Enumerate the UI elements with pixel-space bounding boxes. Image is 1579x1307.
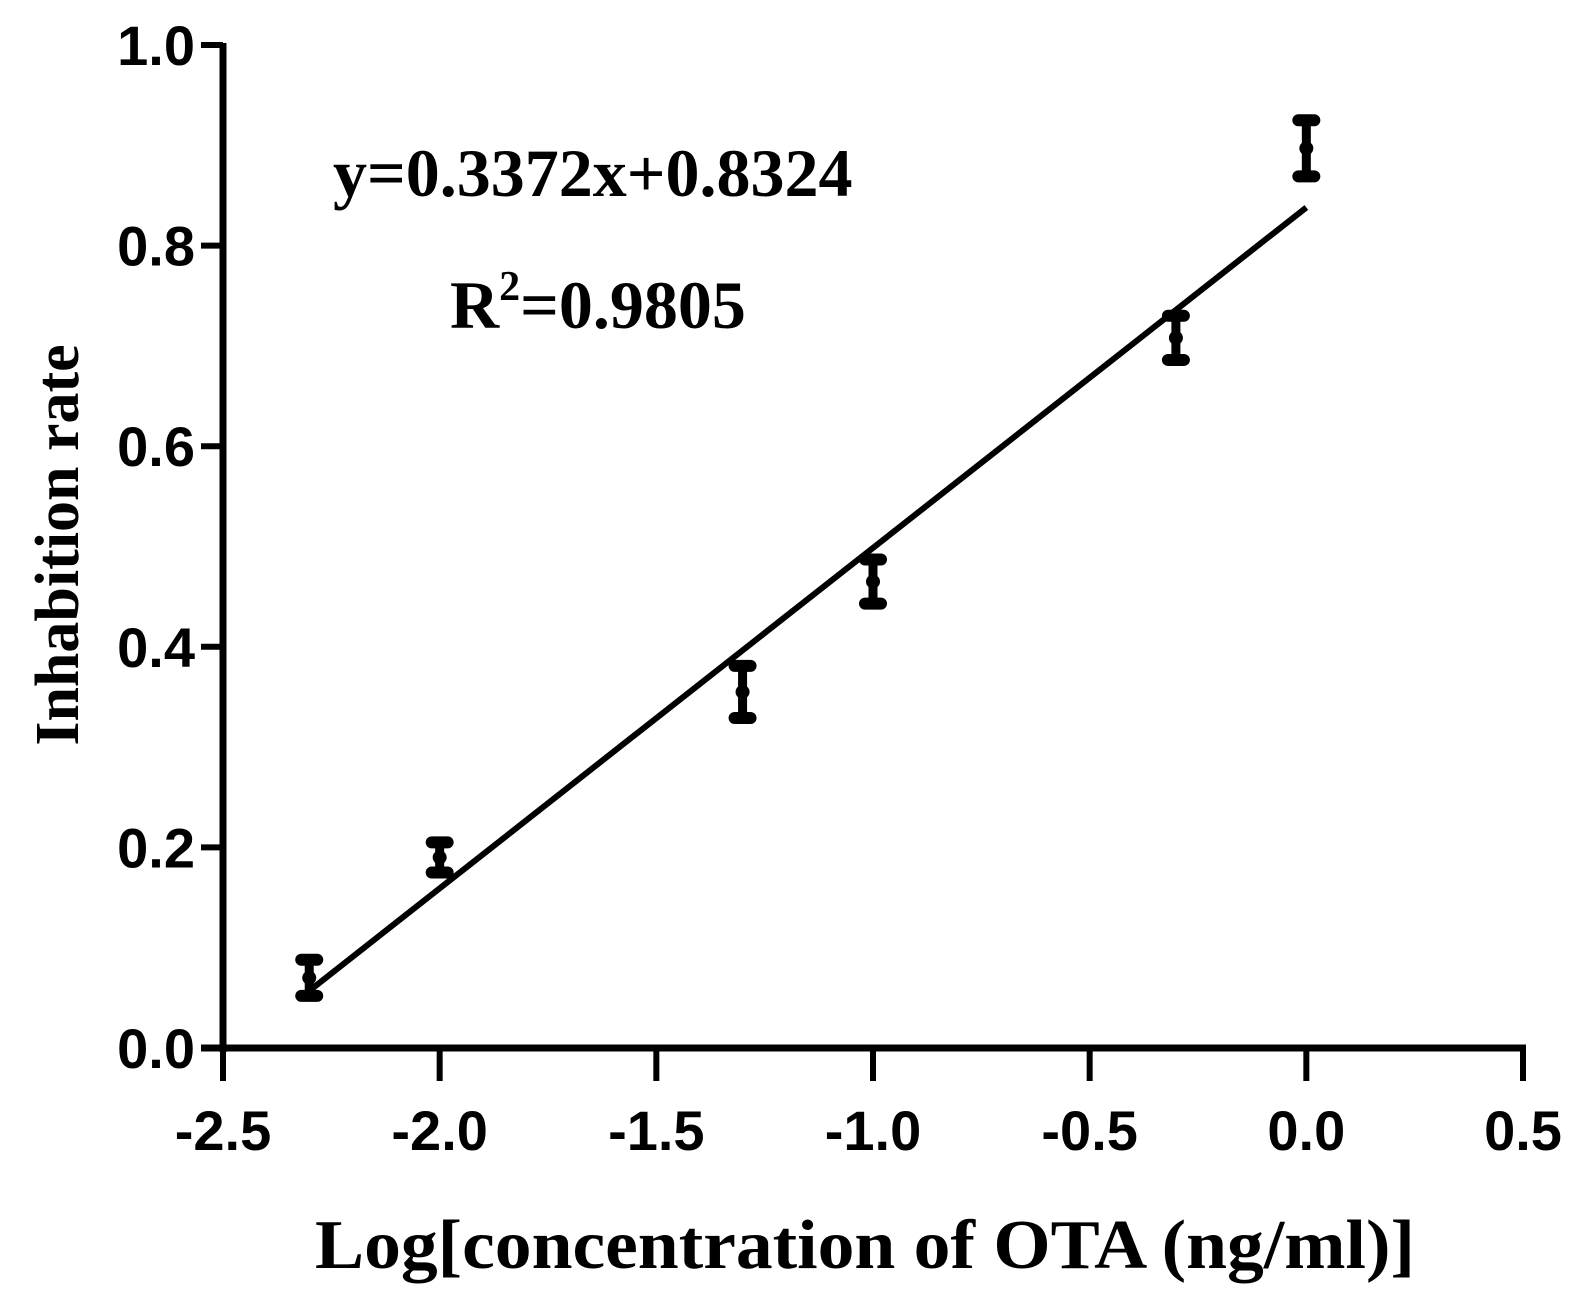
- data-point: [859, 553, 887, 610]
- data-point: [425, 836, 454, 879]
- x-tick-label: -1.5: [608, 1099, 705, 1162]
- data-marker: [432, 850, 447, 865]
- x-tick-label: -0.5: [1041, 1099, 1138, 1162]
- r-squared-annotation: R2=0.9805: [450, 264, 746, 343]
- data-point: [295, 953, 324, 1002]
- data-marker: [1299, 141, 1314, 156]
- data-layer: [295, 114, 1321, 1002]
- equation-annotation: y=0.3372x+0.8324: [333, 135, 853, 211]
- data-point: [1161, 309, 1190, 366]
- y-tick-label: 0.8: [117, 215, 195, 278]
- error-cap-top: [859, 553, 887, 566]
- error-cap-bottom: [1292, 170, 1321, 183]
- error-cap-bottom: [728, 712, 757, 725]
- y-tick-label: 0.4: [117, 616, 195, 679]
- regression-line: [307, 205, 1309, 994]
- y-tick-label: 0.6: [117, 415, 195, 478]
- x-tick-label: -2.0: [391, 1099, 488, 1162]
- error-cap-bottom: [1161, 353, 1190, 366]
- error-cap-top: [728, 659, 757, 672]
- y-tick-label: 0.2: [117, 816, 195, 879]
- y-tick-label: 0.0: [117, 1017, 195, 1080]
- x-tick-label: -1.0: [825, 1099, 922, 1162]
- error-cap-bottom: [295, 989, 324, 1002]
- error-cap-bottom: [859, 597, 887, 610]
- y-axis-title: Inhabition rate: [24, 344, 92, 745]
- data-marker: [302, 970, 317, 985]
- x-tick-label: 0.5: [1484, 1099, 1562, 1162]
- error-cap-top: [1292, 114, 1321, 127]
- data-marker: [735, 684, 750, 699]
- error-cap-top: [1161, 309, 1190, 322]
- data-marker: [866, 574, 880, 589]
- data-marker: [1168, 330, 1183, 345]
- axes: 0.0 0.2 0.4 0.6 0.8 1.0 -2.5 -2.0 -1.5 -1.0 -0.5 0.…: [117, 14, 1562, 1162]
- x-tick-label: 0.0: [1267, 1099, 1345, 1162]
- error-cap-top: [295, 953, 324, 966]
- y-tick-label: 1.0: [117, 14, 195, 77]
- error-cap-top: [425, 836, 454, 849]
- data-point: [1292, 114, 1321, 183]
- error-cap-bottom: [425, 866, 454, 879]
- x-axis-title: Log[concentration of OTA (ng/ml)]: [315, 1207, 1415, 1284]
- x-tick-label: -2.5: [175, 1099, 272, 1162]
- data-point: [728, 659, 757, 725]
